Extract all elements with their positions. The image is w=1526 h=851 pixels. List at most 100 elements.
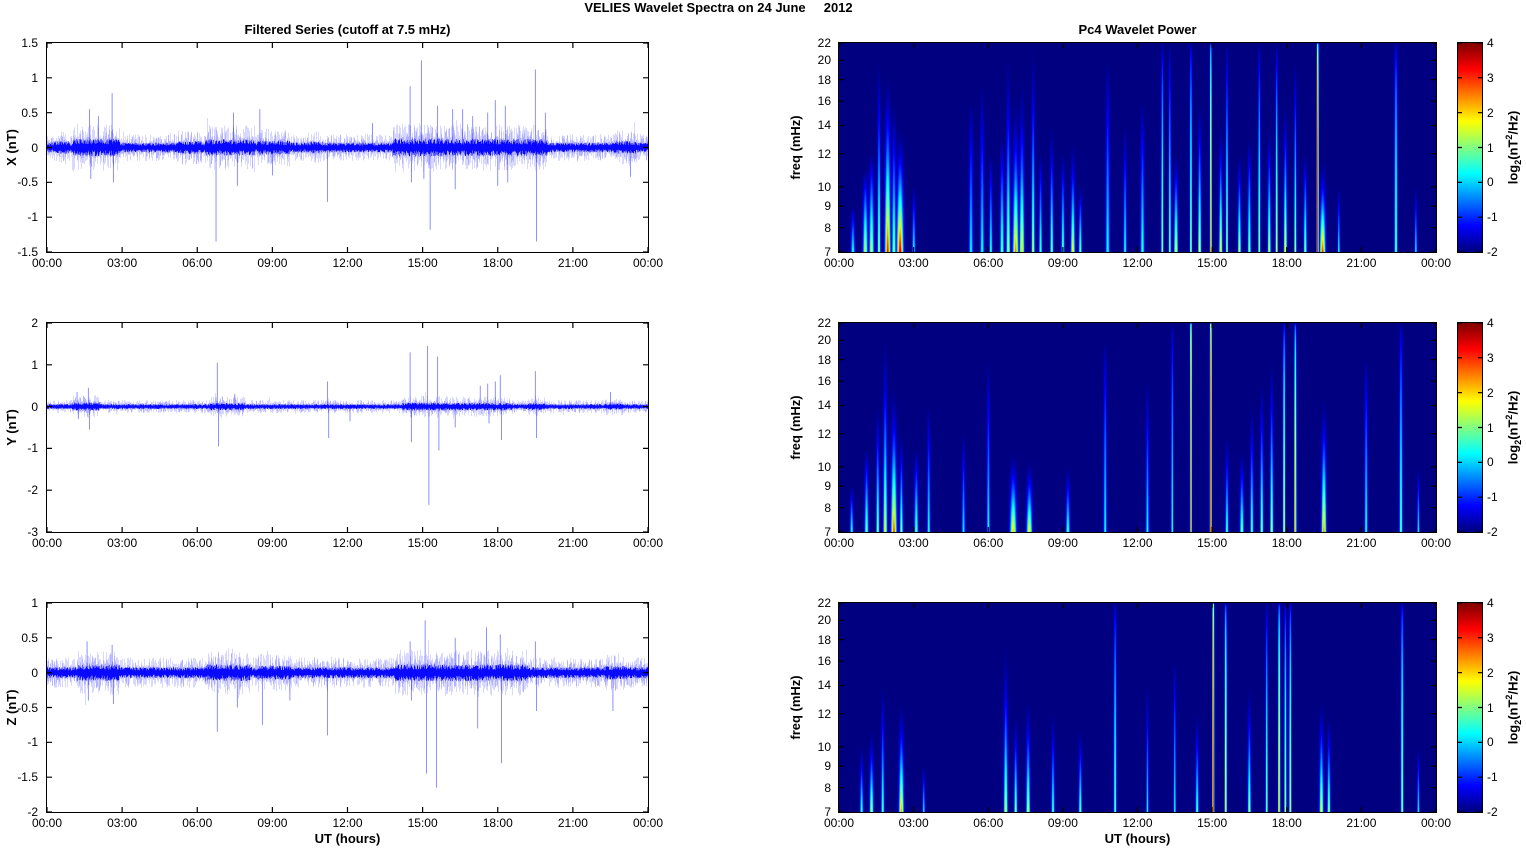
freq-tick-label: 7: [824, 805, 831, 819]
freq-tick-label: 18: [817, 352, 831, 367]
xtick-label: 12:00: [332, 256, 363, 270]
xtick-label: 21:00: [1346, 256, 1377, 270]
freq-tick-label: 18: [817, 72, 831, 87]
xtick-label: 21:00: [1346, 536, 1377, 550]
xtick-label: 00:00: [632, 536, 664, 550]
xtick-label: 12:00: [1122, 816, 1153, 830]
colorbar-tick-label: 2: [1487, 385, 1494, 400]
freq-tick-label: 22: [817, 316, 831, 330]
xtick-label: 06:00: [182, 536, 213, 550]
filtered-series-title: Filtered Series (cutoff at 7.5 mHz): [244, 22, 451, 37]
spectrogram-yticks-x: 22 20 18 16 14 12 10 9 8 7: [790, 36, 835, 259]
timeseries-yticks-x: 1.5 1 0.5 0 -0.5 -1 -1.5: [0, 36, 42, 259]
ytick-label: -0.5: [17, 700, 38, 715]
timeseries-canvas-y: [47, 323, 648, 532]
freq-tick-label: 10: [817, 459, 831, 474]
colorbar-tick-label: 1: [1487, 140, 1494, 155]
xtick-label: 00:00: [632, 816, 664, 830]
colorbar-tick-label: 2: [1487, 105, 1494, 120]
spectrogram-panel-y: [838, 322, 1437, 533]
timeseries-yticks-z: 1 0.5 0 -0.5 -1 -1.5 -2: [0, 596, 42, 819]
spectrogram-yticks-z: 22 20 18 16 14 12 10 9 8 7: [790, 596, 835, 819]
ytick-label: -2: [27, 483, 38, 498]
xtick-label: 09:00: [1047, 816, 1078, 830]
ytick-label: 1: [31, 596, 38, 610]
spectrogram-panel-x: [838, 42, 1437, 253]
freq-tick-label: 10: [817, 739, 831, 754]
timeseries-canvas-z: [47, 603, 648, 812]
spectrogram-panel-z: [838, 602, 1437, 813]
spectrogram-canvas-y: [839, 323, 1436, 532]
ytick-label: -1.5: [17, 770, 38, 785]
colorbar-tick-label: 0: [1487, 455, 1494, 470]
freq-tick-label: 7: [824, 245, 831, 259]
ytick-label: 2: [31, 316, 38, 330]
figure-title: VELIES Wavelet Spectra on 24 June 2012: [584, 0, 853, 15]
colorbar-tick-label: 4: [1487, 596, 1494, 610]
xtick-label: 00:00: [1420, 536, 1452, 550]
timeseries-panel-z: [46, 602, 649, 813]
xtick-label: 03:00: [898, 536, 929, 550]
xtick-label: 00:00: [823, 256, 855, 270]
freq-tick-label: 20: [817, 53, 831, 68]
xtick-label: 18:00: [482, 536, 513, 550]
xtick-label: 03:00: [898, 256, 929, 270]
xtick-label: 09:00: [1047, 256, 1078, 270]
xtick-label: 21:00: [1346, 816, 1377, 830]
xtick-label: 03:00: [898, 816, 929, 830]
ytick-label: 1.5: [21, 36, 38, 50]
xtick-label: 18:00: [482, 256, 513, 270]
xtick-label: 09:00: [1047, 536, 1078, 550]
xtick-label: 03:00: [107, 256, 138, 270]
freq-tick-label: 18: [817, 632, 831, 647]
ut-hours-label-left: UT (hours): [314, 831, 381, 846]
xtick-label: 00:00: [31, 256, 63, 270]
colorbar-ticks-mid: 4 3 2 1 0 -1 -2: [1487, 316, 1517, 539]
colorbar-canvas-top: [1458, 43, 1482, 252]
colorbar-tick-label: -2: [1487, 805, 1498, 819]
xtick-label: 03:00: [107, 816, 138, 830]
freq-tick-label: 12: [817, 706, 831, 721]
colorbar-tick-label: -1: [1487, 210, 1498, 225]
freq-tick-label: 12: [817, 146, 831, 161]
ut-hours-label-right: UT (hours): [1104, 831, 1171, 846]
freq-tick-label: 9: [824, 199, 831, 214]
freq-tick-label: 16: [817, 374, 831, 389]
colorbar-tick-label: 0: [1487, 735, 1494, 750]
ytick-label: -1: [27, 441, 38, 456]
freq-tick-label: 8: [824, 220, 831, 235]
timeseries-yticks-y: 2 1 0 -1 -2 -3: [0, 316, 42, 539]
xtick-label: 06:00: [182, 816, 213, 830]
colorbar-tick-label: -2: [1487, 245, 1498, 259]
colorbar-tick-label: 2: [1487, 665, 1494, 680]
spectrogram-canvas-x: [839, 43, 1436, 252]
colorbar-top: [1457, 42, 1483, 253]
xtick-label: 18:00: [1271, 816, 1302, 830]
xtick-label: 15:00: [407, 256, 438, 270]
colorbar-tick-label: 1: [1487, 420, 1494, 435]
xtick-label: 15:00: [1197, 256, 1228, 270]
xtick-label: 12:00: [1122, 256, 1153, 270]
freq-tick-label: 10: [817, 179, 831, 194]
ytick-label: 0: [31, 399, 38, 414]
freq-tick-label: 12: [817, 426, 831, 441]
xtick-label: 00:00: [31, 816, 63, 830]
ytick-label: -1: [27, 735, 38, 750]
ytick-label: 0.5: [21, 105, 38, 120]
xtick-label: 18:00: [1271, 536, 1302, 550]
colorbar-tick-label: 0: [1487, 175, 1494, 190]
freq-tick-label: 14: [817, 398, 831, 413]
freq-tick-label: 20: [817, 613, 831, 628]
xtick-label: 15:00: [1197, 536, 1228, 550]
xtick-label: 03:00: [107, 536, 138, 550]
ytick-label: -3: [27, 525, 38, 539]
colorbar-tick-label: 3: [1487, 350, 1494, 365]
ytick-label: 0.5: [21, 630, 38, 645]
ytick-label: -2: [27, 805, 38, 819]
ytick-label: -0.5: [17, 175, 38, 190]
colorbar-tick-label: -1: [1487, 770, 1498, 785]
colorbar-tick-label: -2: [1487, 525, 1498, 539]
xtick-label: 06:00: [973, 816, 1004, 830]
freq-tick-label: 16: [817, 94, 831, 109]
